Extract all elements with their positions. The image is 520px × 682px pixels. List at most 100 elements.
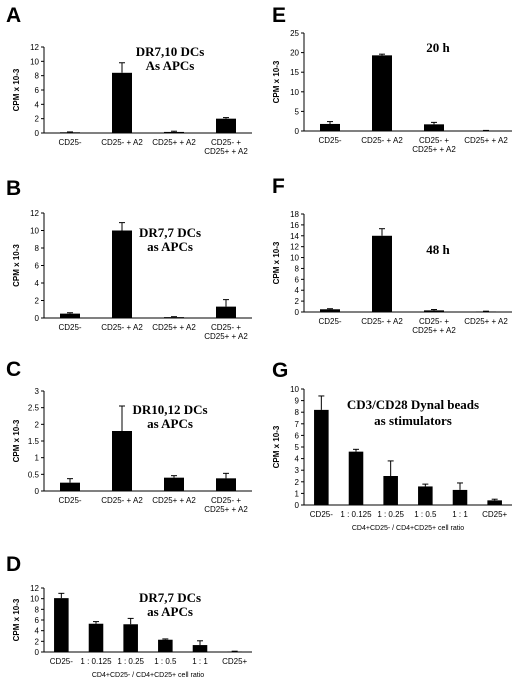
y-tick-label: 0.5 — [28, 470, 40, 479]
y-tick-label: 0 — [295, 127, 300, 136]
bar — [123, 624, 138, 652]
y-axis-label: CPM x 10-3 — [12, 598, 21, 641]
y-tick-label: 12 — [30, 584, 39, 593]
category-label: CD25+ + A2 — [204, 505, 248, 514]
panel-annotation: as APCs — [147, 604, 193, 619]
y-tick-label: 10 — [290, 254, 299, 263]
y-tick-label: 20 — [290, 49, 299, 58]
panel-label: G — [272, 359, 288, 382]
y-axis-label: CPM x 10-3 — [12, 244, 21, 287]
y-tick-label: 0 — [35, 487, 40, 496]
y-tick-label: 12 — [30, 209, 39, 218]
y-tick-label: 0 — [295, 308, 300, 317]
bar — [164, 477, 184, 491]
category-label: CD25- + A2 — [101, 496, 143, 505]
panel-label: B — [6, 177, 21, 200]
panel-annotation: As APCs — [146, 58, 195, 73]
bar — [320, 123, 340, 131]
category-label: CD25+ + A2 — [204, 147, 248, 156]
y-axis-label: CPM x 10-3 — [272, 60, 281, 103]
y-axis-label: CPM x 10-3 — [12, 68, 21, 111]
y-axis-label: CPM x 10-3 — [12, 419, 21, 462]
bar — [348, 451, 364, 505]
category-label: CD25- + — [211, 323, 241, 332]
category-label: CD25- + — [211, 138, 241, 147]
y-tick-label: 12 — [290, 243, 299, 252]
category-label: CD25+ — [482, 510, 507, 519]
y-tick-label: 1.5 — [28, 437, 40, 446]
x-axis-label: CD4+CD25- / CD4+CD25+ cell ratio — [352, 525, 464, 532]
y-tick-label: 2 — [35, 420, 40, 429]
panel-annotation: DR7,7 DCs — [139, 225, 201, 240]
category-label: CD25- — [318, 136, 341, 145]
panel-label: D — [6, 553, 21, 576]
panel-label: C — [6, 358, 21, 381]
y-tick-label: 6 — [295, 275, 300, 284]
y-tick-label: 8 — [35, 244, 40, 253]
bar — [452, 489, 468, 505]
category-label: 1 : 1 — [452, 510, 468, 519]
y-tick-label: 3 — [295, 466, 300, 475]
bar — [383, 476, 398, 505]
bar — [476, 130, 496, 132]
y-tick-label: 6 — [35, 86, 40, 95]
category-label: CD25- + — [419, 317, 449, 326]
y-tick-label: 0 — [35, 314, 40, 323]
panel-annotation: DR7,10 DCs — [136, 44, 205, 59]
y-tick-label: 10 — [30, 595, 39, 604]
y-tick-label: 8 — [35, 605, 40, 614]
category-label: CD25+ + A2 — [152, 496, 196, 505]
y-tick-label: 6 — [295, 431, 300, 440]
bar — [216, 306, 236, 318]
category-label: 1 : 0.125 — [80, 657, 112, 666]
category-label: CD25+ + A2 — [152, 138, 196, 147]
bar — [54, 598, 69, 652]
bar — [158, 639, 173, 652]
y-tick-label: 15 — [290, 68, 299, 77]
panel-label: A — [6, 4, 21, 27]
bar — [60, 132, 80, 134]
y-tick-label: 4 — [295, 286, 300, 295]
y-tick-label: 5 — [295, 107, 300, 116]
category-label: CD25- — [318, 317, 341, 326]
y-tick-label: 0 — [35, 129, 40, 138]
bar — [164, 317, 184, 318]
y-tick-label: 5 — [295, 443, 300, 452]
category-label: CD25- + — [419, 136, 449, 145]
category-label: CD25+ + A2 — [464, 136, 508, 145]
category-label: CD25- — [58, 138, 81, 147]
category-label: CD25- + A2 — [361, 136, 403, 145]
y-tick-label: 9 — [295, 397, 300, 406]
panel-label: E — [272, 4, 286, 27]
y-tick-label: 10 — [30, 227, 39, 236]
category-label: 1 : 1 — [192, 657, 208, 666]
category-label: CD25+ + A2 — [204, 332, 248, 341]
y-tick-label: 25 — [290, 29, 299, 38]
y-tick-label: 8 — [295, 264, 300, 273]
bar — [487, 500, 502, 505]
category-label: CD25+ + A2 — [464, 317, 508, 326]
category-label: CD25- + — [211, 496, 241, 505]
panel-annotation: 20 h — [426, 40, 450, 55]
y-tick-label: 1 — [35, 454, 40, 463]
y-tick-label: 4 — [35, 627, 40, 636]
y-axis-label: CPM x 10-3 — [272, 241, 281, 284]
y-tick-label: 0 — [35, 648, 40, 657]
y-tick-label: 2 — [295, 478, 300, 487]
bar — [320, 309, 340, 312]
y-tick-label: 18 — [290, 210, 299, 219]
category-label: CD25- + A2 — [361, 317, 403, 326]
bar — [424, 124, 444, 131]
panel-annotation: as stimulators — [374, 413, 452, 428]
y-tick-label: 6 — [35, 616, 40, 625]
category-label: CD25+ + A2 — [152, 323, 196, 332]
y-tick-label: 10 — [290, 88, 299, 97]
y-tick-label: 4 — [295, 455, 300, 464]
category-label: CD25- — [58, 323, 81, 332]
y-tick-label: 16 — [290, 221, 299, 230]
y-tick-label: 4 — [35, 279, 40, 288]
